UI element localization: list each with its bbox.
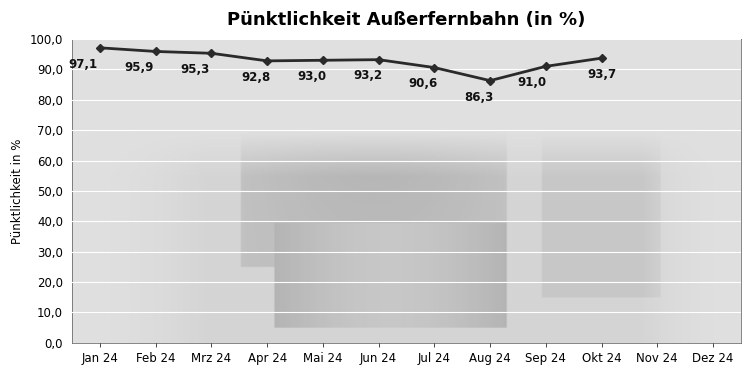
Text: 93,7: 93,7: [587, 68, 616, 81]
Text: 95,3: 95,3: [180, 63, 209, 76]
Text: 92,8: 92,8: [241, 71, 271, 83]
Text: 93,0: 93,0: [297, 70, 326, 83]
Y-axis label: Pünktlichkeit in %: Pünktlichkeit in %: [11, 138, 24, 244]
Text: 90,6: 90,6: [408, 77, 438, 90]
Text: 97,1: 97,1: [68, 58, 98, 71]
Text: 93,2: 93,2: [353, 70, 382, 82]
Text: 95,9: 95,9: [124, 61, 153, 74]
Text: 86,3: 86,3: [464, 91, 493, 104]
Title: Pünktlichkeit Außerfernbahn (in %): Pünktlichkeit Außerfernbahn (in %): [227, 11, 586, 29]
Text: 91,0: 91,0: [517, 76, 547, 89]
